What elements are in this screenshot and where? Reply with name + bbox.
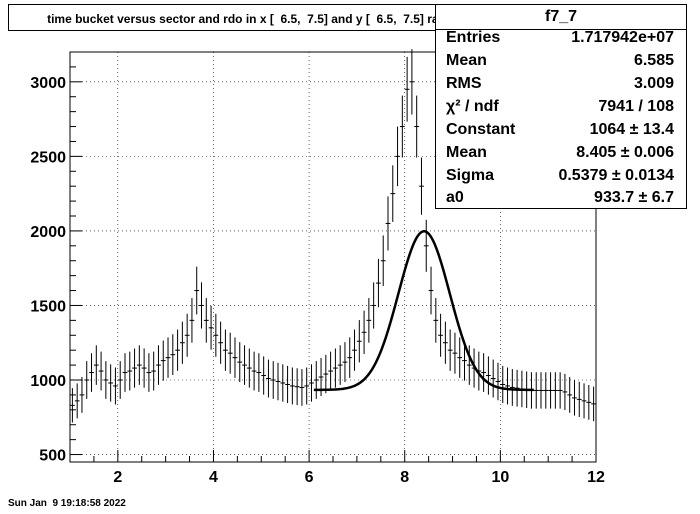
stat-sigma-value: 0.5379 ± 0.0134 (558, 167, 674, 184)
stat-chi2: χ² / ndf 7941 / 108 (446, 98, 674, 120)
stat-fit-mean-value: 8.405 ± 0.006 (576, 144, 674, 161)
stat-constant-key: Constant (446, 121, 516, 138)
stat-constant-value: 1064 ± 13.4 (589, 121, 674, 138)
y-tick-label: 1000 (30, 373, 66, 390)
stat-entries-key: Entries (446, 29, 501, 46)
stat-a0-value: 933.7 ± 6.7 (594, 189, 674, 206)
x-tick-label: 6 (305, 469, 314, 486)
stat-sigma-key: Sigma (446, 167, 495, 184)
stat-fit-mean-key: Mean (446, 144, 487, 161)
stat-constant: Constant 1064 ± 13.4 (446, 121, 674, 143)
stat-mean: Mean 6.585 (446, 52, 674, 74)
stats-box: f7_7 Entries 1.717942e+07 Mean 6.585 RMS… (435, 4, 687, 209)
stat-mean-value: 6.585 (633, 52, 674, 69)
stat-mean-key: Mean (446, 52, 487, 69)
stat-a0: a0 933.7 ± 6.7 (446, 189, 674, 211)
stat-rms: RMS 3.009 (446, 75, 674, 97)
stat-entries: Entries 1.717942e+07 (446, 29, 674, 51)
y-tick-label: 2000 (30, 224, 66, 241)
stat-chi2-key: χ² / ndf (446, 98, 499, 115)
stat-rms-value: 3.009 (633, 75, 674, 92)
x-tick-label: 10 (491, 469, 509, 486)
histogram-title-box: time bucket versus sector and rdo in x [… (8, 4, 499, 31)
stat-rms-key: RMS (446, 75, 482, 92)
y-tick-label: 2500 (30, 149, 66, 166)
histogram-title: time bucket versus sector and rdo in x [… (47, 12, 460, 26)
fit-curve (313, 230, 534, 392)
stat-entries-value: 1.717942e+07 (571, 29, 674, 46)
stat-fit-mean: Mean 8.405 ± 0.006 (446, 144, 674, 166)
stat-chi2-value: 7941 / 108 (598, 98, 674, 115)
x-tick-label: 12 (587, 469, 605, 486)
y-tick-label: 3000 (30, 75, 66, 92)
stat-a0-key: a0 (446, 189, 464, 206)
x-tick-label: 2 (113, 469, 122, 486)
timestamp-footer: Sun Jan 9 19:18:58 2022 (8, 498, 126, 509)
stat-sigma: Sigma 0.5379 ± 0.0134 (446, 167, 674, 189)
x-tick-label: 4 (209, 469, 218, 486)
y-tick-label: 1500 (30, 298, 66, 315)
y-tick-label: 500 (39, 448, 66, 465)
x-tick-label: 8 (400, 469, 409, 486)
stats-name: f7_7 (436, 5, 686, 30)
